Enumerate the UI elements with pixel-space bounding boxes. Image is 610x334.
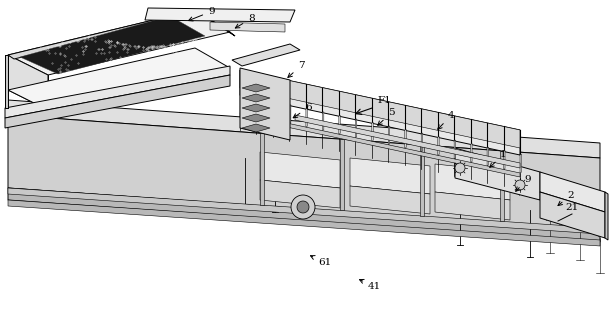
Polygon shape bbox=[500, 151, 504, 221]
Text: 8: 8 bbox=[235, 14, 254, 28]
Polygon shape bbox=[388, 126, 390, 145]
Polygon shape bbox=[8, 55, 48, 110]
Polygon shape bbox=[240, 94, 242, 113]
Circle shape bbox=[291, 195, 315, 219]
Polygon shape bbox=[260, 180, 340, 208]
Polygon shape bbox=[242, 94, 270, 102]
Circle shape bbox=[297, 201, 309, 213]
Polygon shape bbox=[242, 104, 270, 112]
Polygon shape bbox=[435, 192, 510, 220]
Polygon shape bbox=[232, 44, 300, 66]
Polygon shape bbox=[454, 140, 456, 159]
Polygon shape bbox=[145, 8, 295, 22]
Text: 5: 5 bbox=[378, 108, 395, 125]
Polygon shape bbox=[260, 133, 264, 205]
Polygon shape bbox=[470, 144, 472, 162]
Polygon shape bbox=[8, 115, 600, 230]
Polygon shape bbox=[8, 10, 230, 75]
Polygon shape bbox=[5, 55, 8, 108]
Text: 61: 61 bbox=[310, 256, 331, 267]
Polygon shape bbox=[210, 22, 285, 32]
Polygon shape bbox=[503, 151, 505, 169]
Text: F1: F1 bbox=[377, 96, 391, 105]
Polygon shape bbox=[5, 66, 230, 118]
Polygon shape bbox=[8, 100, 600, 158]
Polygon shape bbox=[520, 154, 522, 173]
Polygon shape bbox=[240, 113, 520, 177]
Polygon shape bbox=[421, 133, 423, 152]
Text: 1: 1 bbox=[490, 150, 507, 167]
Polygon shape bbox=[371, 122, 373, 141]
Text: 9: 9 bbox=[188, 7, 215, 21]
Polygon shape bbox=[437, 137, 439, 155]
Polygon shape bbox=[540, 172, 605, 212]
Polygon shape bbox=[306, 108, 307, 127]
Polygon shape bbox=[20, 16, 205, 74]
Polygon shape bbox=[339, 115, 340, 134]
Polygon shape bbox=[5, 75, 230, 128]
Polygon shape bbox=[240, 68, 290, 140]
Polygon shape bbox=[350, 158, 430, 194]
Polygon shape bbox=[322, 112, 324, 131]
Polygon shape bbox=[295, 115, 520, 168]
Text: 7: 7 bbox=[288, 61, 304, 77]
Polygon shape bbox=[8, 10, 200, 59]
Polygon shape bbox=[195, 10, 235, 36]
Polygon shape bbox=[340, 139, 344, 210]
Circle shape bbox=[455, 163, 465, 173]
Text: 41: 41 bbox=[359, 280, 381, 291]
Text: 4: 4 bbox=[438, 111, 454, 129]
Polygon shape bbox=[8, 188, 600, 242]
Polygon shape bbox=[260, 152, 340, 188]
Text: 2: 2 bbox=[558, 191, 573, 205]
Polygon shape bbox=[5, 55, 8, 108]
Polygon shape bbox=[8, 188, 600, 234]
Polygon shape bbox=[242, 114, 270, 122]
Text: 21: 21 bbox=[565, 203, 578, 212]
Polygon shape bbox=[355, 119, 357, 138]
Polygon shape bbox=[242, 84, 270, 92]
Polygon shape bbox=[289, 105, 291, 124]
Text: 9: 9 bbox=[515, 175, 531, 191]
Polygon shape bbox=[8, 200, 600, 246]
Polygon shape bbox=[350, 186, 430, 214]
Polygon shape bbox=[420, 145, 424, 216]
Polygon shape bbox=[404, 129, 406, 148]
Polygon shape bbox=[240, 70, 520, 155]
Polygon shape bbox=[540, 192, 605, 238]
Polygon shape bbox=[487, 147, 489, 166]
Polygon shape bbox=[8, 48, 230, 110]
Polygon shape bbox=[605, 192, 608, 240]
Polygon shape bbox=[455, 148, 540, 200]
Text: 6: 6 bbox=[293, 103, 312, 118]
Polygon shape bbox=[240, 70, 520, 148]
Polygon shape bbox=[256, 98, 258, 117]
Circle shape bbox=[515, 180, 525, 190]
Polygon shape bbox=[273, 101, 274, 120]
Polygon shape bbox=[435, 164, 510, 200]
Polygon shape bbox=[242, 124, 270, 132]
